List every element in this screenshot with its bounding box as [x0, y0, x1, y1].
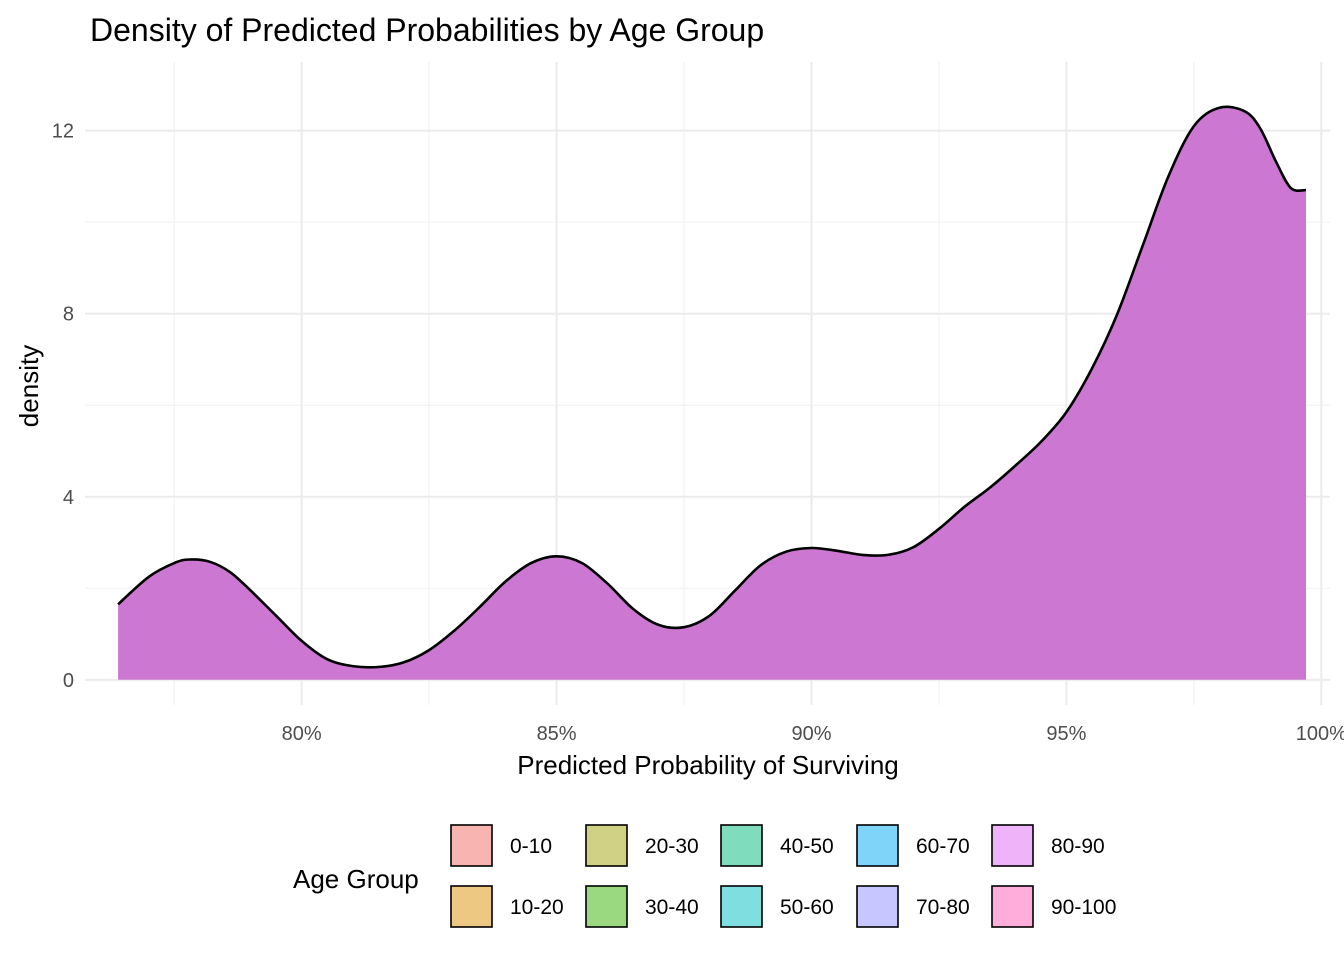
legend-key-20-30 — [585, 824, 628, 867]
legend-label: 90-100 — [1051, 896, 1116, 919]
legend-key-50-60 — [720, 885, 763, 928]
legend-label: 70-80 — [916, 896, 970, 919]
grid — [85, 62, 1330, 705]
legend-key-10-20 — [450, 885, 493, 928]
density-area-80-90 — [118, 106, 1307, 680]
legend-label: 0-10 — [510, 835, 552, 858]
y-axis-ticks: 0 4 8 12 — [52, 121, 74, 692]
x-tick-label: 100% — [1296, 723, 1344, 745]
legend-key-80-90 — [991, 824, 1034, 867]
legend-label: 50-60 — [780, 896, 834, 919]
legend-label: 10-20 — [510, 896, 564, 919]
y-tick-label: 12 — [52, 121, 74, 143]
legend-key-30-40 — [585, 885, 628, 928]
chart-title: Density of Predicted Probabilities by Ag… — [90, 12, 764, 48]
legend-key-60-70 — [856, 824, 899, 867]
legend-label: 40-50 — [780, 835, 834, 858]
legend-key-0-10 — [450, 824, 493, 867]
x-tick-label: 85% — [537, 723, 577, 745]
x-tick-label: 90% — [791, 723, 831, 745]
x-axis-ticks: 80% 85% 90% 95% 100% — [282, 723, 1344, 745]
x-tick-label: 95% — [1046, 723, 1086, 745]
legend-key-90-100 — [991, 885, 1034, 928]
x-axis-title: Predicted Probability of Surviving — [517, 750, 899, 780]
legend-key-40-50 — [720, 824, 763, 867]
legend-title: Age Group — [293, 864, 419, 894]
legend-label: 60-70 — [916, 835, 970, 858]
legend-label: 20-30 — [645, 835, 699, 858]
density-areas — [117, 105, 1307, 680]
legend-label: 80-90 — [1051, 835, 1105, 858]
legend-label: 30-40 — [645, 896, 699, 919]
density-line-80-90 — [117, 105, 1307, 669]
legend-key-70-80 — [856, 885, 899, 928]
y-tick-label: 0 — [63, 670, 74, 692]
y-axis-title: density — [14, 345, 44, 427]
y-tick-label: 4 — [63, 487, 74, 509]
legend: Age Group 0-10 10-20 20-30 30-40 40-50 50-60 6… — [293, 824, 1116, 928]
x-tick-label: 80% — [282, 723, 322, 745]
y-tick-label: 8 — [63, 304, 74, 326]
